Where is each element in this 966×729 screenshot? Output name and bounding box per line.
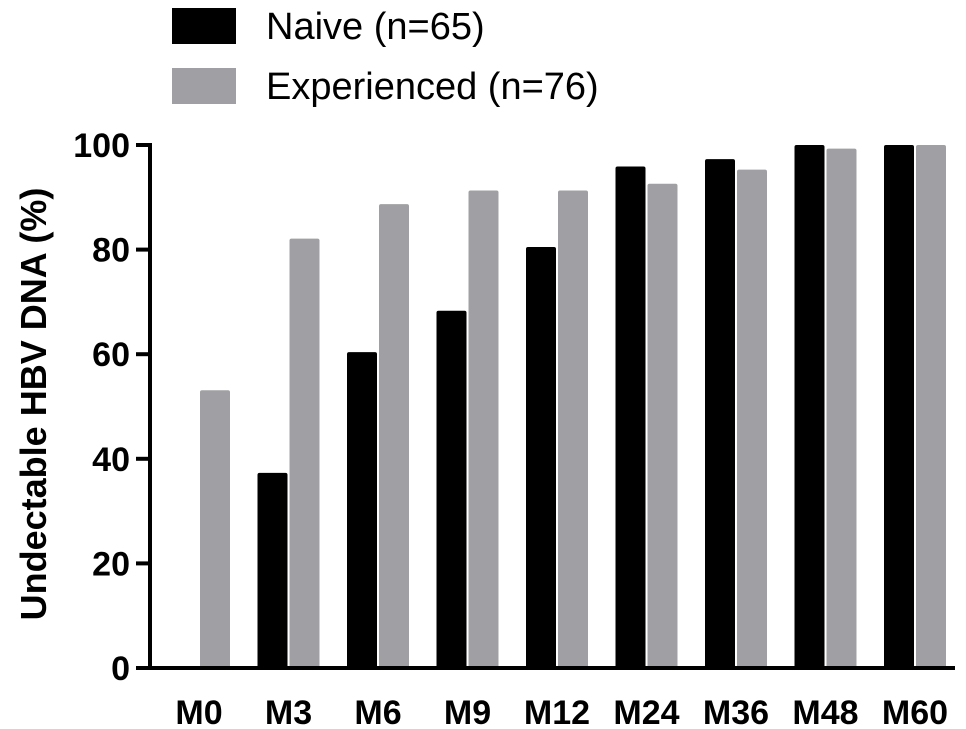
bar-experienced-m36 xyxy=(737,169,767,668)
legend: Naive (n=65) Experienced (n=76) xyxy=(172,6,599,108)
bar-naive-m60 xyxy=(884,145,914,668)
y-tick-label: 20 xyxy=(92,545,130,583)
bar-experienced-m60 xyxy=(916,145,946,668)
bar-naive-m6 xyxy=(347,352,377,668)
x-tick-label: M0 xyxy=(175,694,222,729)
x-tick-label: M3 xyxy=(265,694,312,729)
bar-naive-m9 xyxy=(436,310,467,668)
bar-naive-m3 xyxy=(257,472,288,668)
bar-naive-m12 xyxy=(526,246,556,669)
legend-swatch-naive xyxy=(172,8,236,44)
bar-naive-m24 xyxy=(615,166,646,668)
y-tick-label: 60 xyxy=(92,336,130,374)
y-axis-title: Undectable HBV DNA (%) xyxy=(13,188,54,621)
x-tick-label: M24 xyxy=(613,694,679,729)
y-tick-label: 100 xyxy=(73,127,130,165)
bars xyxy=(200,145,946,669)
y-axis: 0 20 40 60 80 100 xyxy=(73,127,152,688)
bar-experienced-m9 xyxy=(468,190,499,668)
bar-experienced-m12 xyxy=(558,190,588,668)
x-tick-label: M60 xyxy=(882,694,948,729)
x-tick-label: M6 xyxy=(354,694,401,729)
legend-label-naive: Naive (n=65) xyxy=(266,6,485,48)
bar-naive-m36 xyxy=(705,159,735,668)
y-tick-label: 0 xyxy=(111,650,130,688)
bar-experienced-m6 xyxy=(379,204,409,668)
x-tick-label: M9 xyxy=(444,694,491,729)
bar-experienced-m48 xyxy=(826,148,857,668)
bar-experienced-m3 xyxy=(289,238,320,668)
x-axis: M0 M3 M6 M9 M12 M24 M36 M48 M60 xyxy=(148,666,955,729)
bar-experienced-m24 xyxy=(647,183,678,668)
legend-label-experienced: Experienced (n=76) xyxy=(266,66,599,108)
bar-experienced-m0 xyxy=(200,390,230,668)
y-tick-label: 80 xyxy=(92,232,130,270)
x-tick-label: M36 xyxy=(703,694,769,729)
x-tick-label: M12 xyxy=(524,694,590,729)
y-tick-label: 40 xyxy=(92,441,130,479)
x-tick-label: M48 xyxy=(792,694,858,729)
bar-naive-m48 xyxy=(794,145,825,668)
legend-swatch-experienced xyxy=(172,68,236,104)
